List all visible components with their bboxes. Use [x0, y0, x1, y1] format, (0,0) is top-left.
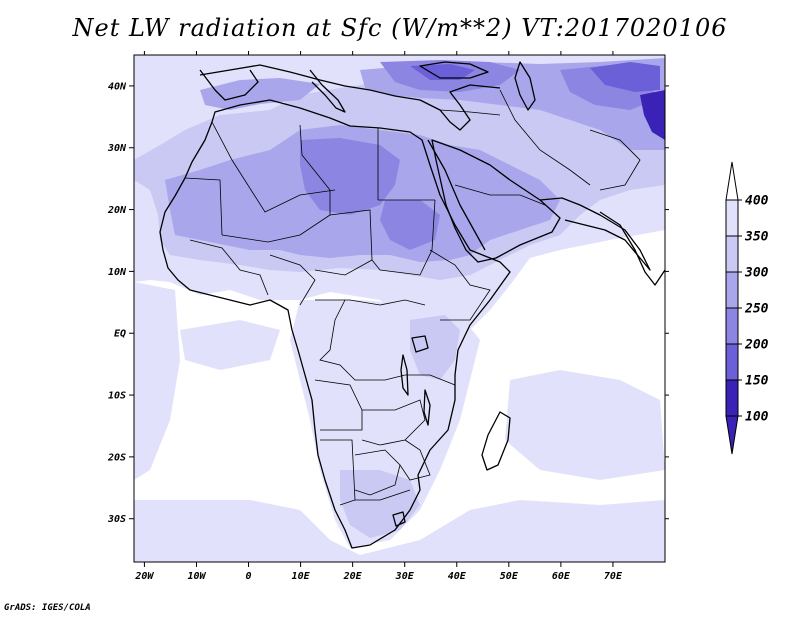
- field-200-sudan: [380, 200, 440, 250]
- lon-tick-label: 20W: [134, 571, 154, 582]
- lat-tick-label: 40N: [108, 81, 127, 92]
- border-zambia: [361, 399, 426, 446]
- field-350-indian: [505, 370, 665, 480]
- legend-label: 250: [744, 302, 769, 317]
- border-south-africa: [355, 489, 411, 501]
- border-namibia: [320, 439, 356, 506]
- field-350-south: [134, 500, 665, 562]
- legend-arrow-top: [725, 161, 739, 201]
- red-sea: [427, 139, 486, 251]
- lon-tick-label: 70E: [604, 571, 623, 582]
- legend-swatch: [725, 343, 739, 381]
- map-title: Net LW radiation at Sfc (W/m**2) VT:2017…: [72, 14, 728, 42]
- europe-coastline: [199, 64, 501, 131]
- lesotho-border: [392, 511, 406, 527]
- lat-tick-label: 20N: [107, 205, 127, 216]
- border-maghreb: [211, 121, 336, 213]
- legend-swatch: [725, 271, 739, 309]
- border-nigeria: [269, 254, 316, 306]
- lat-tick-label: 20S: [107, 452, 126, 463]
- border-sudan-chad: [371, 199, 436, 276]
- map-plot-area: [134, 55, 665, 562]
- lon-tick-label: 0: [246, 571, 252, 582]
- border-tanzania: [405, 374, 456, 386]
- lon-tick-label: 20E: [343, 571, 363, 582]
- plot-frame: [133, 54, 666, 563]
- border-mauritania: [184, 177, 223, 236]
- lat-tick-label: EQ: [114, 329, 126, 340]
- madagascar-coastline: [481, 411, 511, 471]
- lon-tick-label: 30E: [395, 571, 415, 582]
- border-west-africa: [189, 239, 269, 296]
- lake-tanganyika: [400, 354, 409, 396]
- lat-tick-label: 30N: [107, 143, 127, 154]
- border-iran: [499, 89, 591, 186]
- border-afghanistan: [589, 129, 641, 191]
- border-congo: [319, 299, 406, 381]
- lon-tick-label: 40E: [448, 571, 467, 582]
- border-mozambique: [399, 439, 431, 481]
- longitude-ticks: 20W 10W 0 10E 20E 30E 40E 50E 60E 70E: [134, 51, 623, 582]
- field-250-med: [200, 78, 320, 110]
- border-angola: [314, 379, 363, 431]
- blacksea-coastline: [419, 61, 489, 79]
- legend-label: 300: [744, 266, 769, 281]
- legend-label: 150: [745, 374, 769, 389]
- field-100-himalaya: [640, 90, 665, 140]
- lat-tick-label: 30S: [107, 514, 126, 525]
- italy-coastline: [309, 69, 346, 113]
- iberia-coastline: [199, 69, 259, 101]
- legend-swatch: [725, 199, 739, 237]
- caspian-coastline: [514, 61, 536, 111]
- border-botswana: [354, 449, 401, 496]
- lat-tick-label: 10S: [108, 391, 126, 402]
- legend-arrow-bottom: [725, 415, 739, 455]
- legend-label: 200: [744, 338, 769, 353]
- field-300-east: [410, 315, 460, 380]
- legend-label: 100: [745, 410, 769, 425]
- lon-tick-label: 50E: [500, 571, 519, 582]
- field-150-anatolia: [410, 64, 475, 80]
- color-legend: 400 350 300 250 200 150 100: [725, 161, 769, 455]
- border-ethiopia: [429, 249, 491, 321]
- lon-tick-label: 60E: [552, 571, 571, 582]
- lake-victoria: [411, 335, 429, 353]
- border-arabia: [454, 184, 546, 206]
- field-150-caspian: [590, 62, 660, 92]
- legend-label: 400: [745, 194, 769, 209]
- legend-label: 350: [744, 230, 769, 245]
- border-mali: [221, 190, 331, 243]
- asia-coastline: [539, 197, 651, 271]
- grads-credit: GrADS: IGES/COLA: [4, 603, 91, 613]
- lon-tick-label: 10W: [187, 571, 206, 582]
- border-turkey-syria: [439, 109, 501, 116]
- africa-coastline: [159, 99, 511, 549]
- field-350-gulf: [180, 320, 280, 370]
- lon-tick-label: 10E: [292, 571, 311, 582]
- field-200-sahel: [300, 138, 400, 215]
- latitude-ticks: 40N 30N 20N 10N EQ 10S 20S 30S: [107, 81, 669, 525]
- lake-malawi: [423, 389, 431, 426]
- field-350-atlantic: [134, 282, 180, 480]
- border-algeria-libya: [299, 124, 331, 191]
- country-borders: [184, 89, 641, 506]
- arabia-coastline: [431, 139, 561, 263]
- border-car: [315, 299, 426, 306]
- legend-swatch: [725, 379, 739, 417]
- legend-swatch: [725, 235, 739, 273]
- india-coastline: [599, 211, 665, 286]
- coastlines: [159, 61, 665, 549]
- field-300-south: [340, 470, 420, 538]
- lat-tick-label: 10N: [108, 267, 127, 278]
- legend-swatch: [725, 307, 739, 345]
